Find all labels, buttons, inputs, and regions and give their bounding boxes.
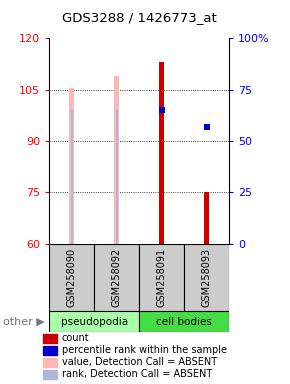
Bar <box>139 311 229 332</box>
Text: percentile rank within the sample: percentile rank within the sample <box>62 345 227 356</box>
Bar <box>204 192 209 244</box>
Text: GSM258091: GSM258091 <box>157 248 167 307</box>
Bar <box>184 244 229 311</box>
Bar <box>43 334 57 343</box>
Bar <box>139 244 184 311</box>
Bar <box>43 358 57 367</box>
Text: value, Detection Call = ABSENT: value, Detection Call = ABSENT <box>62 358 217 367</box>
Text: GSM258093: GSM258093 <box>202 248 212 307</box>
Bar <box>43 346 57 355</box>
Bar <box>159 62 164 244</box>
Bar <box>71 110 73 244</box>
Text: rank, Detection Call = ABSENT: rank, Detection Call = ABSENT <box>62 369 212 379</box>
Bar <box>43 370 57 379</box>
Text: GSM258090: GSM258090 <box>67 248 77 307</box>
Text: count: count <box>62 333 89 343</box>
Text: pseudopodia: pseudopodia <box>61 316 128 327</box>
Bar <box>49 311 139 332</box>
Text: GDS3288 / 1426773_at: GDS3288 / 1426773_at <box>62 11 217 24</box>
Text: cell bodies: cell bodies <box>156 316 212 327</box>
Bar <box>114 76 119 244</box>
Bar <box>94 244 139 311</box>
Text: other ▶: other ▶ <box>3 316 45 327</box>
Text: GSM258092: GSM258092 <box>112 248 122 307</box>
Bar <box>69 88 75 244</box>
Bar <box>116 110 118 244</box>
Bar <box>49 244 94 311</box>
